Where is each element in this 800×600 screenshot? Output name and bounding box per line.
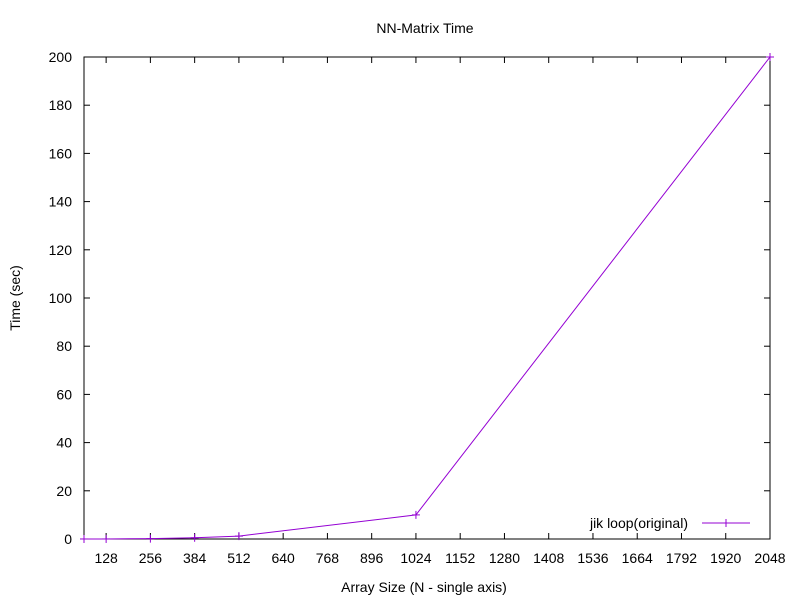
x-tick-label: 2048 [754,550,785,566]
y-tick-label: 0 [64,531,72,547]
x-tick-label: 1024 [400,550,431,566]
x-tick-label: 512 [227,550,251,566]
x-tick-label: 128 [94,550,118,566]
x-tick-label: 1280 [489,550,520,566]
data-point [190,533,199,542]
x-tick-label: 256 [139,550,163,566]
x-tick-label: 896 [360,550,384,566]
x-axis-label: Array Size (N - single axis) [341,579,507,595]
data-point [766,53,774,61]
x-tick-label: 1536 [577,550,608,566]
x-tick-label: 1920 [710,550,741,566]
chart-title: NN-Matrix Time [376,20,473,36]
y-axis-label: Time (sec) [7,265,23,331]
y-tick-label: 60 [56,386,72,402]
data-point [80,534,88,543]
x-tick-label: 768 [316,550,340,566]
y-tick-label: 180 [49,97,73,113]
y-tick-label: 20 [56,483,72,499]
y-axis: 0 20 40 60 80 100 120 140 160 180 200 [49,49,770,547]
x-tick-label: 1664 [622,550,653,566]
plot-frame [83,56,771,540]
series-line [83,56,771,540]
x-tick-label: 1152 [445,550,475,566]
x-tick-label: 1408 [533,550,564,566]
data-point [234,532,243,541]
x-axis: 128 256 384 512 640 768 896 1024 1152 1280 1408 153… [94,57,786,566]
legend-plus-marker [722,519,730,527]
x-tick-label: 1792 [666,550,697,566]
data-point [102,534,111,543]
x-tick-label: 384 [183,550,207,566]
y-tick-label: 100 [49,290,73,306]
data-point [411,510,420,519]
legend-marker-jik-loop [722,519,730,527]
series-layer [80,53,774,543]
y-tick-label: 140 [49,194,73,210]
x-tick-label: 640 [271,550,295,566]
y-tick-label: 80 [56,338,72,354]
legend: jik loop(original) [589,515,750,531]
y-tick-label: 40 [56,435,72,451]
y-tick-label: 200 [49,49,73,65]
legend-label-jik-loop: jik loop(original) [589,515,688,531]
y-tick-label: 160 [49,145,73,161]
y-tick-label: 120 [49,242,73,258]
data-point [146,534,155,543]
